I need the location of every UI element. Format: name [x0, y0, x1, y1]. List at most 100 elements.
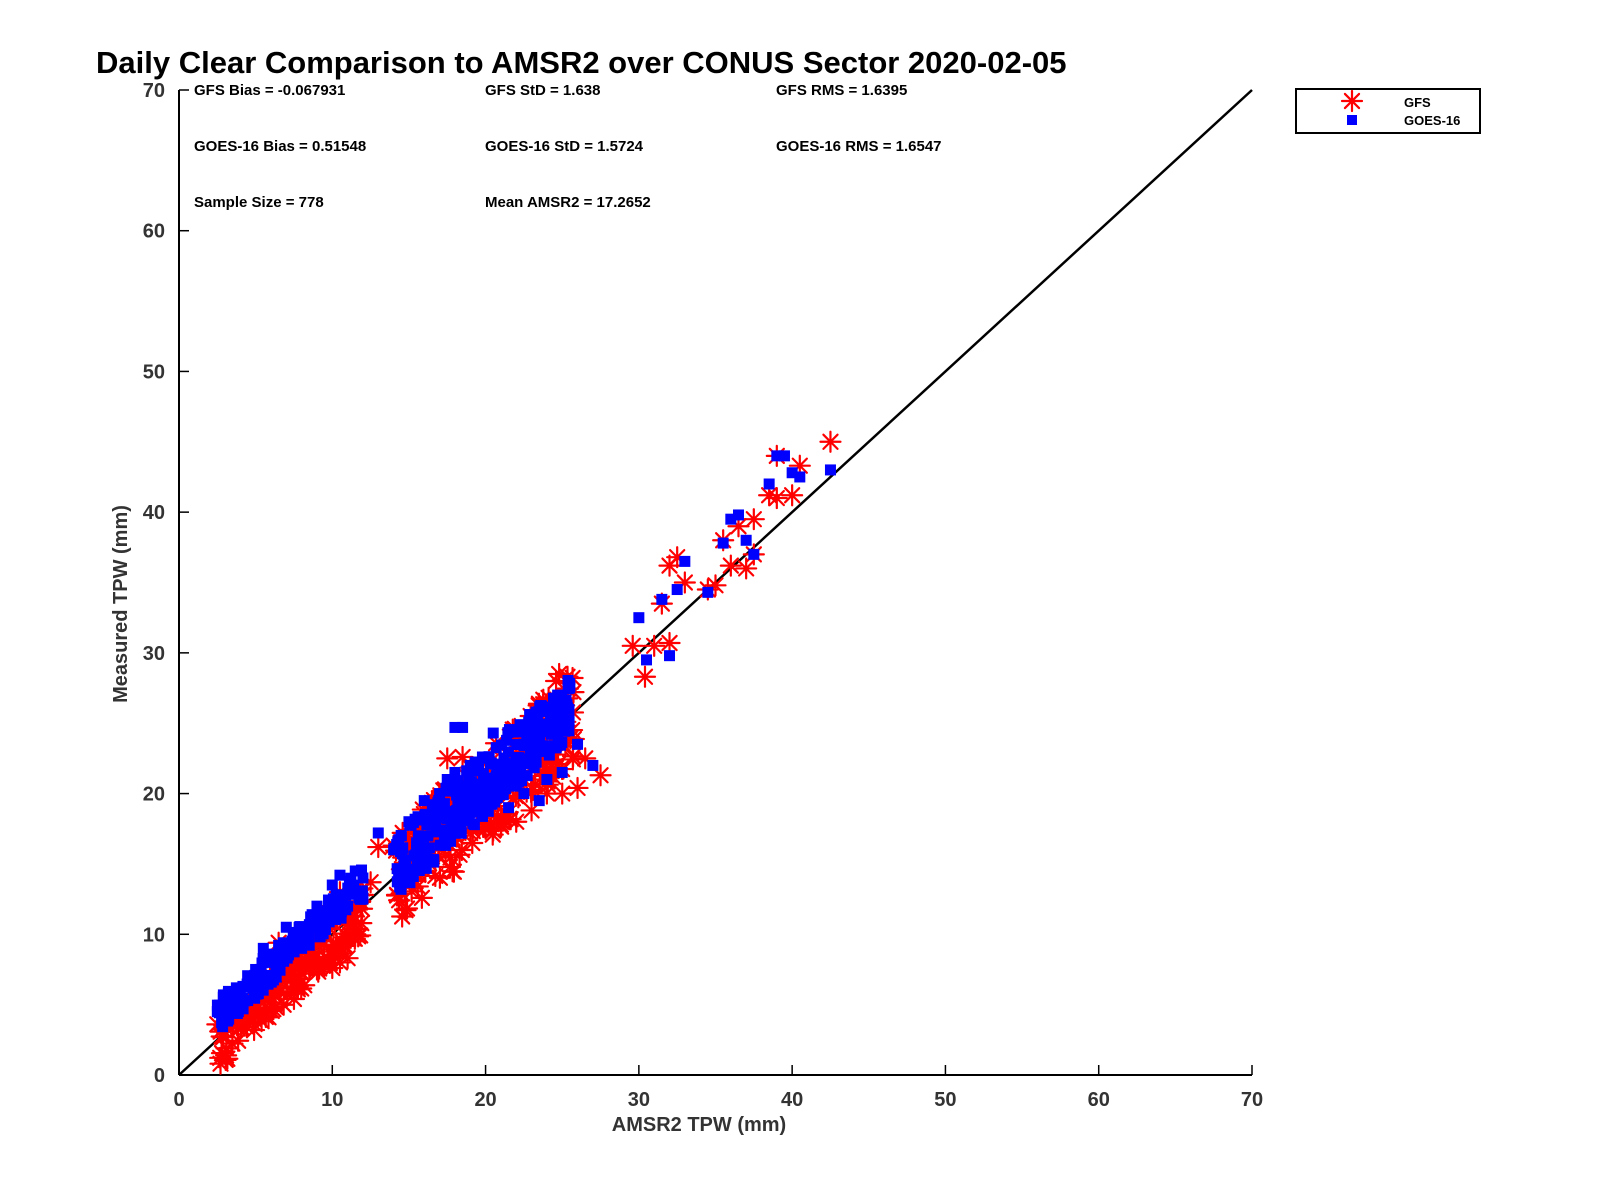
goes16-point — [237, 1003, 249, 1015]
goes16-point — [449, 766, 461, 778]
goes16-point — [440, 812, 452, 824]
goes16-point — [330, 913, 342, 925]
gfs-point — [344, 917, 368, 940]
goes16-point — [267, 948, 279, 960]
goes16-point — [476, 751, 488, 763]
goes16-point — [221, 998, 233, 1010]
goes16-point — [404, 877, 416, 889]
goes16-point — [398, 854, 410, 866]
goes16-point — [216, 1017, 228, 1029]
goes16-point — [572, 738, 584, 750]
goes16-point — [407, 816, 419, 828]
goes16-point — [372, 827, 384, 839]
goes16-point — [297, 926, 309, 938]
x-tick-label: 30 — [628, 1089, 650, 1111]
series-goes16-points — [211, 450, 836, 1033]
goes16-point — [314, 908, 326, 920]
legend-gfs-label: GFS — [1404, 95, 1431, 110]
goes16-point — [498, 779, 510, 791]
x-axis-label: AMSR2 TPW (mm) — [612, 1114, 786, 1136]
goes16-point — [326, 879, 338, 891]
goes16-point — [641, 654, 653, 666]
goes16-point — [671, 584, 683, 596]
goes16-point — [278, 943, 290, 955]
goes16-point — [469, 756, 481, 768]
goes16-point — [563, 716, 575, 728]
goes16-point — [466, 800, 478, 812]
goes16-point — [498, 752, 510, 764]
goes16-point — [679, 555, 691, 567]
goes16-point — [280, 921, 292, 933]
goes16-point — [561, 702, 573, 714]
goes16-point — [423, 842, 435, 854]
goes16-point — [542, 720, 554, 732]
stat-text: GOES-16 Bias = 0.51548 — [194, 138, 366, 155]
gfs-point — [428, 866, 452, 889]
goes16-point — [411, 859, 423, 871]
goes16-point — [547, 692, 559, 704]
goes16-point — [488, 778, 500, 790]
goes16-point — [519, 722, 531, 734]
goes16-point — [748, 548, 760, 560]
goes16-point — [394, 881, 406, 893]
goes16-point — [348, 888, 360, 900]
legend-asterisk-icon — [1340, 89, 1364, 113]
stat-text: GFS RMS = 1.6395 — [776, 82, 907, 99]
goes16-point — [467, 818, 479, 830]
goes16-point — [794, 471, 806, 483]
y-tick-label: 30 — [143, 643, 165, 665]
goes16-point — [217, 989, 229, 1001]
goes16-point — [497, 789, 509, 801]
goes16-point — [740, 534, 752, 546]
gfs-point — [276, 983, 299, 1006]
goes16-point — [408, 850, 420, 862]
goes16-point — [550, 742, 562, 754]
goes16-point — [274, 964, 286, 976]
goes16-point — [291, 927, 303, 939]
goes16-point — [412, 830, 424, 842]
legend-box — [1295, 88, 1481, 134]
gfs-point — [742, 508, 765, 531]
goes16-point — [259, 969, 271, 981]
goes16-point — [419, 848, 431, 860]
goes16-point — [229, 1007, 241, 1019]
stat-text: GFS StD = 1.638 — [485, 82, 600, 99]
x-tick-label: 60 — [1088, 1089, 1110, 1111]
goes16-point — [530, 706, 542, 718]
goes16-point — [531, 712, 543, 724]
y-tick-label: 40 — [143, 502, 165, 524]
goes16-point — [548, 699, 560, 711]
goes16-point — [543, 749, 555, 761]
goes16-point — [518, 788, 530, 800]
x-tick-label: 50 — [934, 1089, 956, 1111]
goes16-point — [725, 513, 737, 525]
gfs-point — [719, 554, 742, 577]
goes16-point — [421, 818, 433, 830]
y-tick-label: 20 — [143, 784, 165, 806]
goes16-point — [476, 810, 488, 822]
goes16-point — [432, 802, 444, 814]
goes16-point — [511, 739, 523, 751]
goes16-point — [656, 593, 668, 605]
goes16-point — [412, 844, 424, 856]
goes16-point — [561, 722, 573, 734]
x-tick-label: 40 — [781, 1089, 803, 1111]
gfs-point — [781, 484, 804, 507]
legend: GFS GOES-16 — [1295, 88, 1481, 134]
goes16-point — [395, 829, 407, 841]
y-tick-label: 60 — [143, 221, 165, 243]
y-tick-label: 0 — [154, 1065, 165, 1087]
goes16-point — [518, 740, 530, 752]
goes16-point — [265, 976, 277, 988]
goes16-point — [348, 879, 360, 891]
stat-text: GOES-16 StD = 1.5724 — [485, 138, 644, 155]
legend-goes16-label: GOES-16 — [1404, 113, 1460, 128]
goes16-point — [487, 727, 499, 739]
goes16-point — [257, 953, 269, 965]
goes16-point — [334, 869, 346, 881]
goes16-point — [303, 939, 315, 951]
gfs-point — [367, 835, 390, 859]
x-tick-label: 0 — [173, 1089, 184, 1111]
goes16-point — [394, 875, 406, 887]
